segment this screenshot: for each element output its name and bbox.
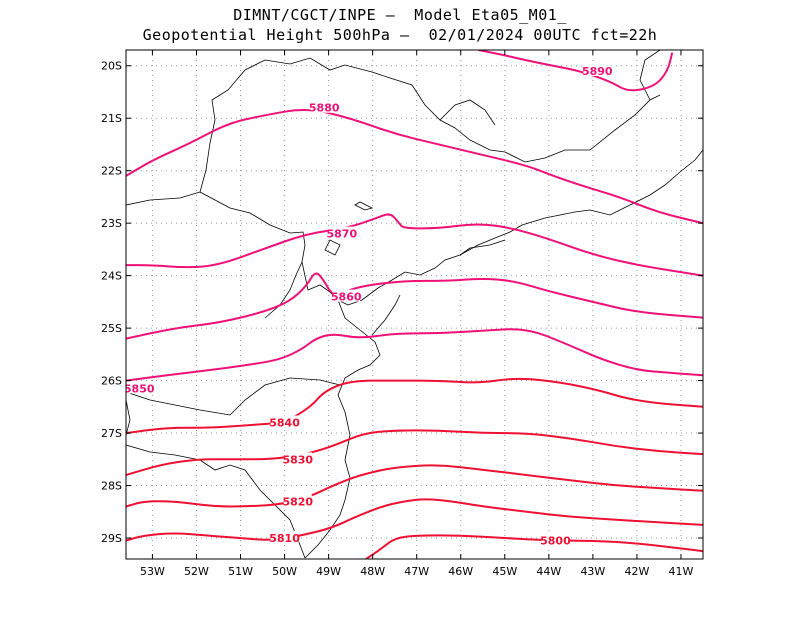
contour-label-bg [583, 63, 612, 76]
contour-label-5800: 5800 [540, 535, 571, 548]
lat-tick-label: 26S [101, 375, 122, 388]
contour-label-5840: 5840 [269, 417, 300, 430]
contour-label-bg [126, 381, 154, 394]
contour-label-bg [310, 100, 339, 113]
contour-label-bg [270, 415, 299, 428]
contour-label-5820: 5820 [282, 495, 313, 508]
contour-label-bg [283, 452, 312, 465]
contour-label-bg [327, 226, 356, 239]
axis-ticks: 53W 52W 51W 50W 49W 48W 47W 46W 45W 44W 43W 42W 41W 2… [101, 50, 703, 578]
contour-line-5870 [126, 213, 703, 277]
lon-tick-label: 48W [360, 565, 385, 578]
contour-label-5810: 5810 [269, 532, 300, 545]
lat-tick-label: 20S [101, 60, 122, 73]
contour-label-5880: 5880 [309, 102, 340, 115]
lat-tick-label: 25S [101, 322, 122, 335]
lon-tick-label: 53W [140, 565, 165, 578]
lon-tick-label: 52W [184, 565, 209, 578]
lat-tick-label: 22S [101, 165, 122, 178]
lon-tick-label: 44W [536, 565, 561, 578]
map-title-line2: Geopotential Height 500hPa — 02/01/2024 … [142, 26, 658, 44]
contour-label-bg [332, 289, 361, 302]
lon-tick-label: 41W [669, 565, 694, 578]
contour-line-5820 [126, 464, 703, 508]
map-title-line1: DIMNT/CGCT/INPE — Model Eta05_M01_ [233, 6, 567, 24]
lat-lon-grid [126, 50, 703, 559]
lat-tick-label: 21S [101, 112, 122, 125]
lat-tick-label: 23S [101, 217, 122, 230]
lon-tick-label: 42W [624, 565, 649, 578]
contour-label-bg [270, 531, 299, 544]
lat-tick-label: 27S [101, 427, 122, 440]
contour-line-5840 [126, 377, 703, 435]
lon-tick-label: 49W [316, 565, 341, 578]
lat-tick-label: 28S [101, 480, 122, 493]
contour-line-5880 [126, 109, 703, 225]
contour-label-5850: 5850 [124, 382, 155, 395]
lon-tick-label: 51W [228, 565, 253, 578]
contour-line-5810 [126, 498, 703, 542]
contour-line-5800 [365, 534, 703, 559]
contour-label-5860: 5860 [331, 291, 362, 304]
lat-tick-label: 29S [101, 532, 122, 545]
contour-label-bg [283, 494, 312, 507]
plot-frame [125, 49, 704, 560]
lon-tick-label: 46W [448, 565, 473, 578]
contour-label-bg [541, 533, 570, 546]
coastline-borders [126, 50, 703, 559]
contour-label-5870: 5870 [327, 228, 358, 241]
lon-tick-label: 50W [272, 565, 297, 578]
lon-tick-label: 43W [580, 565, 605, 578]
contour-label-5890: 5890 [582, 65, 613, 78]
lon-tick-label: 45W [492, 565, 517, 578]
contour-label-5830: 5830 [282, 453, 313, 466]
lat-tick-label: 24S [101, 270, 122, 283]
contour-line-5890 [478, 50, 674, 92]
contour-line-5860 [126, 272, 703, 340]
contour-line-5830 [126, 429, 703, 476]
geopotential-contours: 5890 5880 5870 5860 5850 5840 5830 5820 5810 5800 [124, 50, 703, 559]
lon-tick-label: 47W [404, 565, 429, 578]
contour-line-5850 [126, 328, 703, 382]
